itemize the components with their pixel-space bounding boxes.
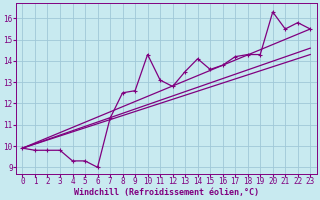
- X-axis label: Windchill (Refroidissement éolien,°C): Windchill (Refroidissement éolien,°C): [74, 188, 259, 197]
